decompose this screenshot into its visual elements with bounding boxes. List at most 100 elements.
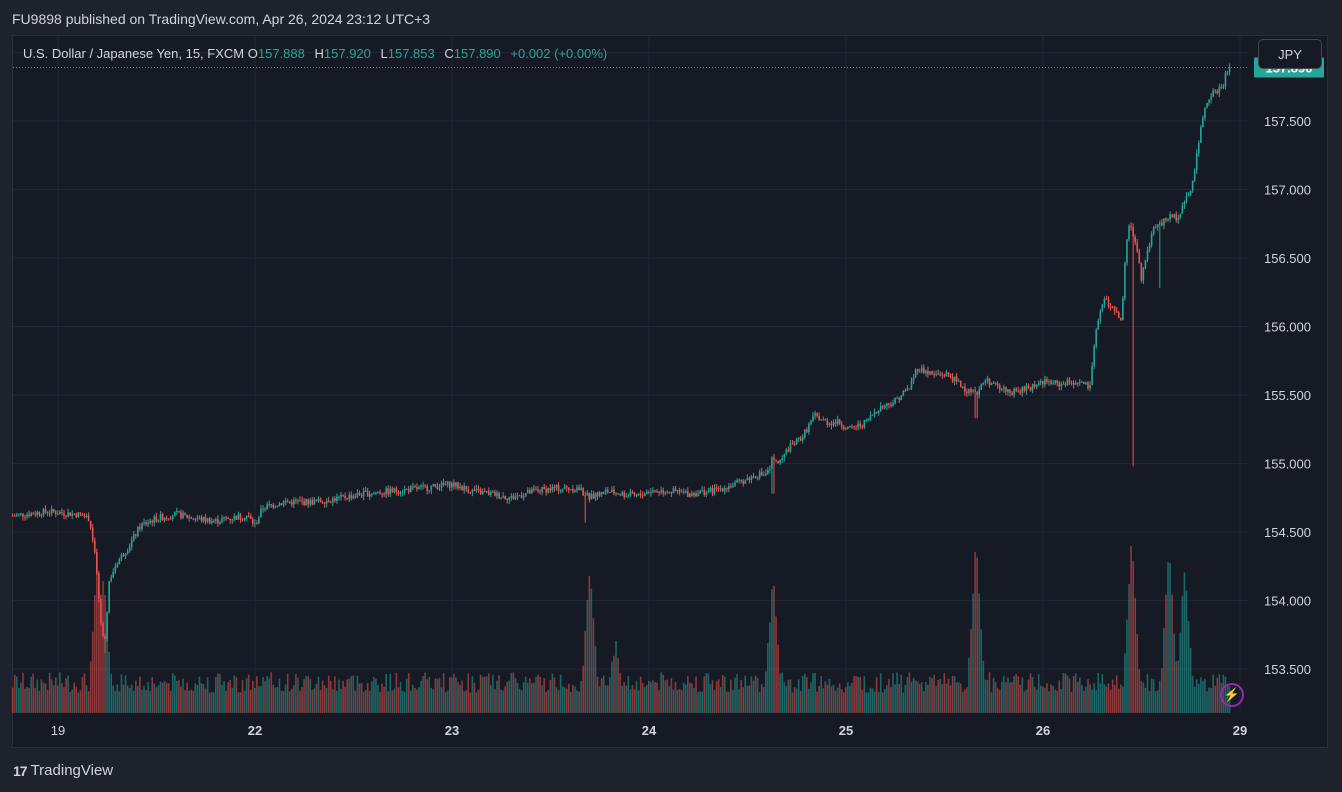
volume-bar xyxy=(865,692,868,713)
volume-bar xyxy=(803,673,806,713)
volume-bar xyxy=(373,676,375,713)
volume-bar xyxy=(485,676,488,713)
x-tick-label: 23 xyxy=(445,723,459,738)
volume-bar xyxy=(467,673,470,713)
volume-bar xyxy=(1046,683,1048,713)
volume-bar xyxy=(490,685,492,713)
candle-body xyxy=(169,518,172,520)
volume-bar xyxy=(245,678,248,713)
candle-body xyxy=(30,513,32,517)
candle-body xyxy=(473,489,476,491)
candle-body xyxy=(1183,201,1186,206)
candle-body xyxy=(754,476,757,479)
candle-body xyxy=(1216,90,1219,94)
volume-bar xyxy=(272,684,275,713)
candle-body xyxy=(1224,72,1227,87)
candle-body xyxy=(726,488,728,490)
candle-body xyxy=(643,493,646,496)
candle-body xyxy=(871,414,874,416)
lightning-bolt-icon[interactable]: ⚡ xyxy=(1220,683,1244,707)
volume-bar xyxy=(931,678,933,713)
x-tick-label: 25 xyxy=(839,723,853,738)
candle-body xyxy=(424,485,426,487)
volume-bar xyxy=(63,687,65,713)
volume-bar xyxy=(401,690,404,713)
volume-bar xyxy=(773,585,775,713)
candle-body xyxy=(276,506,279,508)
volume-bar xyxy=(256,676,258,713)
volume-bar xyxy=(877,691,880,713)
volume-bar xyxy=(1156,690,1159,713)
volume-bar xyxy=(615,640,617,713)
volume-bar xyxy=(982,660,985,713)
candle-body xyxy=(327,500,330,503)
candle-body xyxy=(420,485,422,487)
candle-body xyxy=(52,508,55,512)
candle-body xyxy=(590,493,593,500)
volume-bar xyxy=(910,681,913,713)
candle-body xyxy=(1023,387,1026,391)
candle-body xyxy=(171,516,174,519)
volume-bar xyxy=(816,691,818,713)
candle-body xyxy=(972,390,974,392)
volume-bar xyxy=(457,681,459,713)
candle-body xyxy=(627,495,630,497)
volume-bar xyxy=(440,687,443,713)
volume-bar xyxy=(1163,628,1165,713)
candle-body xyxy=(469,492,472,494)
volume-bar xyxy=(609,677,611,713)
volume-bar xyxy=(666,679,669,713)
candle-body xyxy=(317,498,320,501)
volume-bar xyxy=(765,671,767,713)
volume-bar xyxy=(409,690,412,713)
candle-body xyxy=(114,566,117,572)
candle-body xyxy=(1007,389,1009,392)
volume-bar xyxy=(512,672,515,713)
candle-body xyxy=(128,546,131,551)
volume-bar xyxy=(980,629,983,713)
candle-body xyxy=(1128,226,1130,240)
volume-bar xyxy=(186,682,188,713)
volume-bar xyxy=(1000,681,1003,713)
volume-bar xyxy=(108,651,110,713)
volume-bar xyxy=(247,674,250,713)
volume-bar xyxy=(859,677,862,713)
candle-body xyxy=(799,437,802,441)
candle-body xyxy=(861,426,864,428)
volume-bar xyxy=(438,677,441,713)
chart-pane[interactable] xyxy=(12,35,1328,748)
candle-body xyxy=(982,382,985,384)
candle-body xyxy=(588,492,591,500)
candle-body xyxy=(682,491,685,493)
volume-bar xyxy=(469,692,472,713)
volume-bar xyxy=(522,682,525,713)
symbol-description[interactable]: U.S. Dollar / Japanese Yen, 15, FXCM xyxy=(23,46,245,61)
y-tick-label: 156.500 xyxy=(1264,251,1311,266)
x-tick-label: 24 xyxy=(642,723,657,738)
candle-body xyxy=(555,484,558,488)
volume-bar xyxy=(826,684,829,713)
volume-bar xyxy=(288,691,291,713)
volume-bar xyxy=(11,687,14,713)
volume-bar xyxy=(742,687,745,713)
candle-body xyxy=(498,492,500,499)
candle-body xyxy=(1222,86,1225,88)
volume-bar xyxy=(1062,672,1065,713)
currency-button[interactable]: JPY xyxy=(1258,39,1322,69)
volume-bar xyxy=(949,685,952,713)
candle-body xyxy=(559,489,562,491)
candle-body xyxy=(233,515,236,520)
candle-body xyxy=(288,501,291,503)
candle-body xyxy=(1021,387,1024,393)
volume-bar xyxy=(611,661,613,713)
candle-body xyxy=(992,382,995,384)
volume-bar xyxy=(526,682,529,713)
candle-body xyxy=(1126,239,1128,263)
volume-bar xyxy=(293,685,295,713)
volume-bar xyxy=(902,692,905,713)
volume-bar xyxy=(167,683,170,713)
candle-body xyxy=(890,404,892,407)
volume-bar xyxy=(925,681,927,713)
candle-body xyxy=(816,413,818,416)
